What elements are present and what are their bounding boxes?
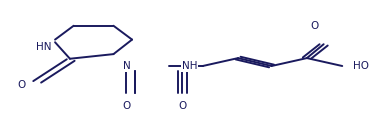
Text: N: N bbox=[124, 61, 131, 71]
Text: HN: HN bbox=[36, 42, 52, 52]
Text: O: O bbox=[122, 101, 131, 111]
Text: O: O bbox=[310, 21, 318, 31]
Text: NH: NH bbox=[182, 61, 198, 71]
Text: O: O bbox=[17, 80, 26, 90]
Text: O: O bbox=[178, 101, 186, 111]
Text: HO: HO bbox=[353, 61, 369, 71]
